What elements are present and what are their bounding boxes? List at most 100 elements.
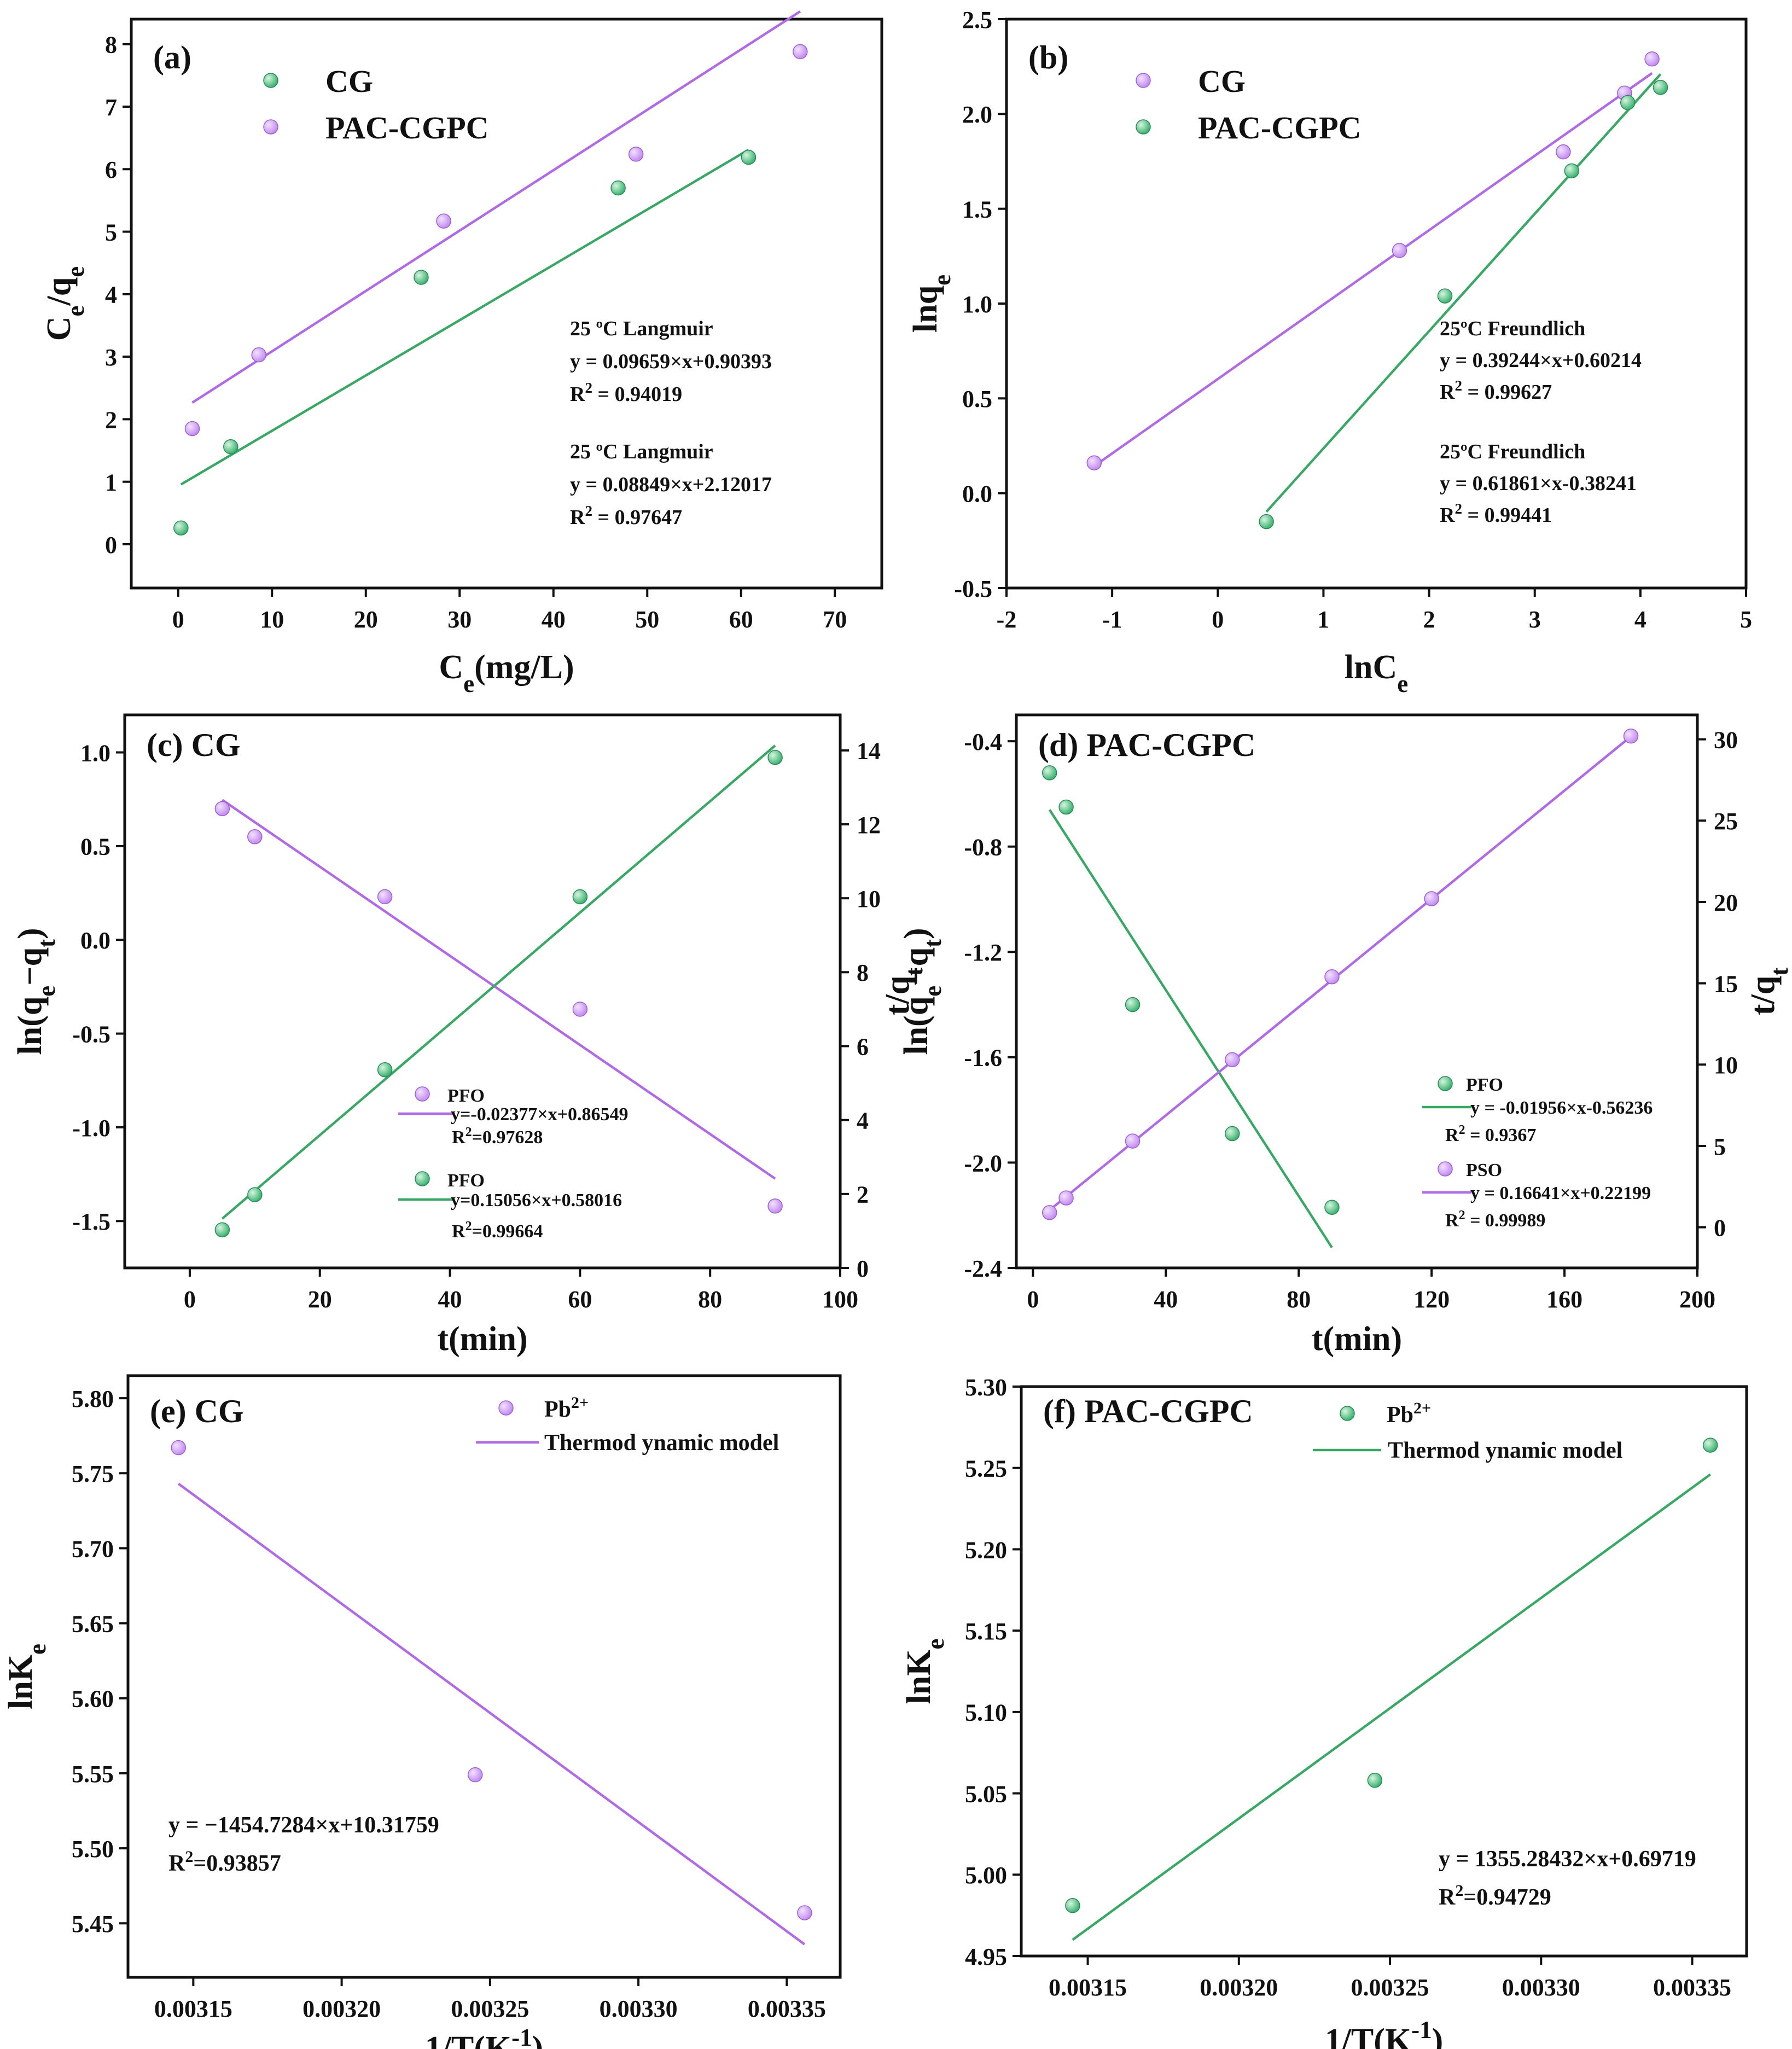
fit-line xyxy=(177,1482,806,1946)
y-tick-label: 5.80 xyxy=(72,1386,114,1412)
y-tick-label: -1.5 xyxy=(72,1208,110,1235)
legend-label: Pb2+ xyxy=(544,1394,589,1423)
legend-label: CG xyxy=(1198,63,1246,99)
data-point xyxy=(1424,891,1439,906)
y-tick-label: 4 xyxy=(105,282,117,308)
y2-tick-label: 5 xyxy=(1714,1133,1726,1160)
plot-frame xyxy=(1015,713,1699,1270)
chart-panel-c: 0 20 40 60 80 100 -1.5 -1.0 -0.5 0.0 0.5 1.0 0 2 4 6 8 10… xyxy=(11,713,928,1358)
y-tick-label: 0 xyxy=(105,532,117,558)
y-axis-label: lnKe xyxy=(2,1644,51,1709)
data-point xyxy=(610,180,626,196)
y-tick-label: 1.0 xyxy=(80,740,110,766)
data-point xyxy=(1042,1205,1057,1220)
data-point xyxy=(1556,144,1571,160)
panel-label: (f) PAC-CGPC xyxy=(1043,1393,1253,1429)
y-tick-label: 1.5 xyxy=(962,196,992,223)
data-point xyxy=(1644,51,1660,67)
y2-axis-label: t/qt xyxy=(879,968,928,1015)
panel-label: (e) CG xyxy=(150,1393,244,1429)
x-tick-label: 120 xyxy=(1413,1286,1450,1313)
data-point xyxy=(1125,1133,1141,1149)
data-point xyxy=(214,1222,230,1238)
y-tick-label: -2.4 xyxy=(964,1255,1002,1282)
legend-equation: y=-0.02377×x+0.86549 xyxy=(451,1104,628,1125)
x-tick-label: 60 xyxy=(729,606,753,633)
plot-frame xyxy=(123,713,842,1270)
x-tick-label: 70 xyxy=(823,606,847,633)
y2-axis-label: t/qt xyxy=(1744,968,1792,1015)
legend-label: PFO xyxy=(1466,1075,1503,1095)
r2-text: R2=0.94729 xyxy=(1439,1882,1551,1911)
y2-tick-label: 0 xyxy=(857,1255,869,1282)
annotation-text: R2 = 0.94019 xyxy=(570,380,682,406)
y-axis-label: lnKe xyxy=(900,1639,949,1704)
x-axis-label: 1/T(K-1) xyxy=(425,2024,544,2049)
x-axis-label: t(min) xyxy=(437,1320,527,1358)
annotation-text: y = 0.09659×x+0.90393 xyxy=(570,350,772,373)
data-point xyxy=(767,749,783,765)
fit-line xyxy=(1072,1473,1712,1941)
data-point xyxy=(628,147,644,162)
y-tick-label: 4.95 xyxy=(965,1943,1007,1970)
data-point xyxy=(414,270,429,285)
legend-equation: y = 0.16641×x+0.22199 xyxy=(1470,1183,1651,1203)
x-tick-label: 0.00315 xyxy=(1049,1974,1127,2001)
legend-marker xyxy=(1136,119,1151,135)
fit-line xyxy=(1093,72,1653,467)
y2-tick-label: 30 xyxy=(1714,726,1738,753)
x-tick-label: 0 xyxy=(172,606,184,633)
legend-marker xyxy=(415,1086,430,1102)
data-point xyxy=(1367,1773,1383,1788)
annotation-text: 25ºC Freundlich xyxy=(1440,440,1585,463)
fit-line xyxy=(191,10,801,404)
annotation-text: 25 ºC Langmuir xyxy=(570,440,713,463)
y-tick-label: 5.60 xyxy=(72,1686,114,1713)
data-point xyxy=(251,347,266,363)
y-tick-label: 7 xyxy=(105,94,117,121)
data-point xyxy=(1259,514,1274,529)
chart-panel-e: 0.00315 0.00320 0.00325 0.00330 0.00335 5.45 5… xyxy=(2,1374,842,2049)
x-tick-label: 4 xyxy=(1634,606,1646,633)
data-point xyxy=(1324,969,1340,985)
y-tick-label: 5.20 xyxy=(965,1536,1007,1563)
y-tick-label: 0.0 xyxy=(80,927,110,954)
y-tick-label: 5.50 xyxy=(72,1836,114,1862)
plot-frame xyxy=(130,18,883,590)
annotation-text: 25 ºC Langmuir xyxy=(570,317,713,340)
plot-frame xyxy=(1020,1385,1748,1958)
legend-marker xyxy=(263,119,278,135)
fit-line xyxy=(221,744,776,1220)
y-tick-label: 5.55 xyxy=(72,1761,114,1788)
legend-equation: y=0.15056×x+0.58016 xyxy=(451,1190,622,1210)
y-tick-label: -0.5 xyxy=(954,575,992,602)
y-tick-label: 5.30 xyxy=(965,1374,1007,1401)
x-tick-label: 1 xyxy=(1317,606,1329,633)
legend-marker xyxy=(1340,1406,1355,1421)
data-point xyxy=(1058,1190,1074,1206)
y2-tick-label: 10 xyxy=(857,886,881,912)
data-point xyxy=(171,1440,186,1456)
legend-marker xyxy=(498,1400,514,1416)
y-tick-label: 5.45 xyxy=(72,1911,114,1937)
r2-text: R2=0.93857 xyxy=(168,1848,281,1877)
x-tick-label: 100 xyxy=(822,1286,858,1313)
data-point xyxy=(1702,1437,1718,1453)
y-tick-label: -0.5 xyxy=(72,1021,110,1047)
legend-marker xyxy=(1136,73,1151,88)
x-tick-label: 30 xyxy=(447,606,472,633)
data-point xyxy=(1653,80,1668,95)
data-point xyxy=(1623,728,1639,744)
y-tick-label: 5.70 xyxy=(72,1535,114,1562)
data-point xyxy=(1392,243,1407,258)
data-point xyxy=(247,829,263,845)
y-tick-label: 5.75 xyxy=(72,1460,114,1487)
legend-marker xyxy=(1438,1076,1453,1091)
fit-line xyxy=(222,799,776,1180)
x-tick-label: 50 xyxy=(635,606,659,633)
y-tick-label: 2 xyxy=(105,406,117,433)
x-tick-label: -1 xyxy=(1102,606,1122,633)
y-tick-label: 1.0 xyxy=(962,291,992,318)
data-point xyxy=(1620,95,1636,110)
x-tick-label: 0.00335 xyxy=(1653,1974,1731,2001)
